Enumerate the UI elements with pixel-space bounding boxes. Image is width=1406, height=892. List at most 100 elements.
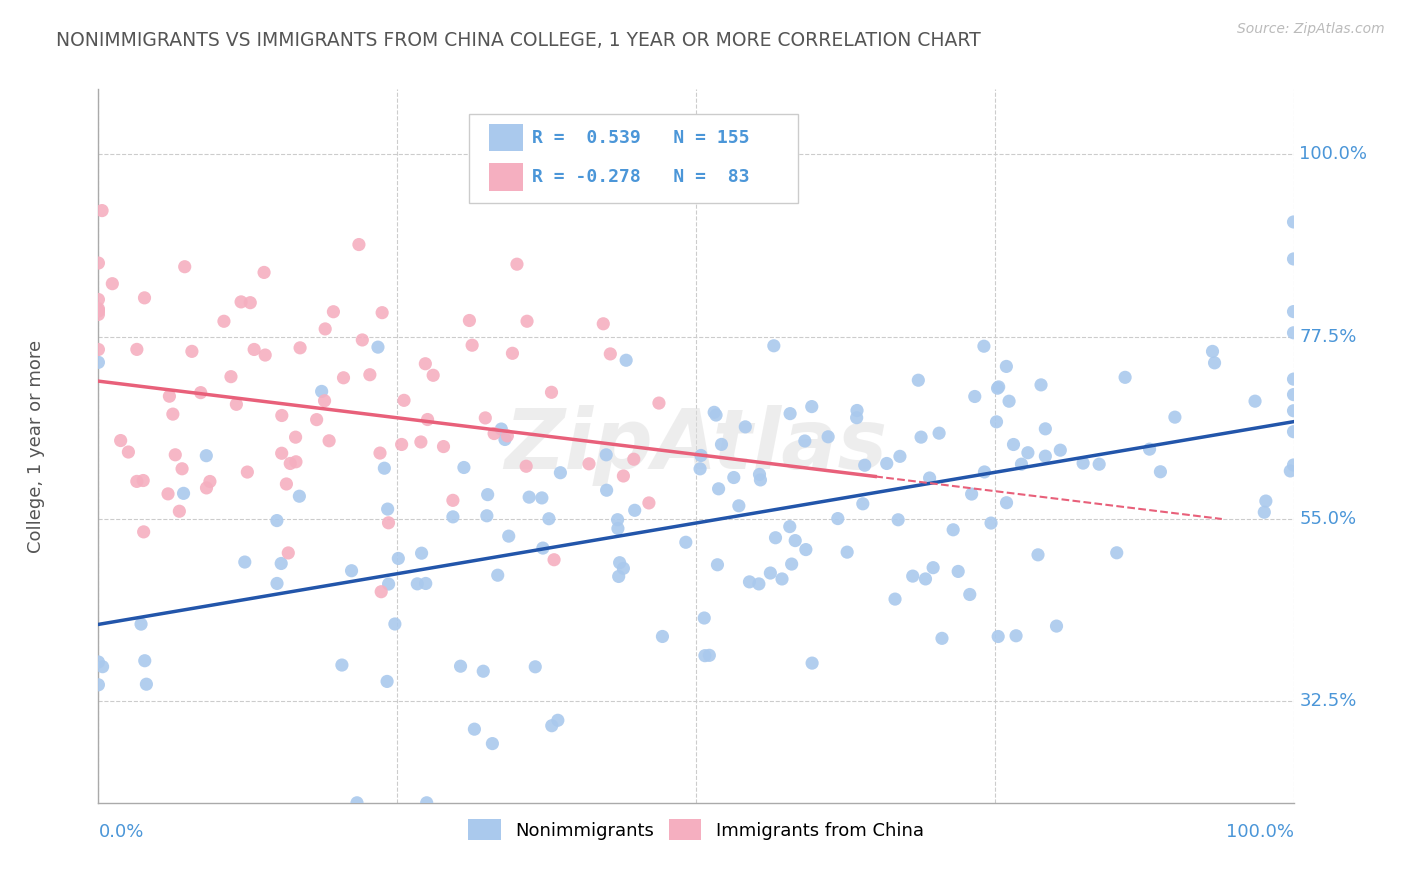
Point [723, 470, 745, 484]
Point [524, 660, 547, 674]
Point [87, 655, 110, 669]
Point [748, 467, 770, 482]
Point [288, 489, 311, 503]
Point [980, 516, 1002, 530]
Point [288, 341, 311, 355]
Point [87, 293, 110, 307]
Point [498, 529, 520, 543]
Point [846, 403, 869, 417]
FancyBboxPatch shape [489, 124, 523, 152]
Point [125, 343, 148, 357]
Text: 77.5%: 77.5% [1299, 327, 1357, 345]
Point [693, 648, 716, 663]
Point [1002, 437, 1025, 451]
Point [318, 434, 340, 448]
Point [392, 393, 415, 408]
Point [530, 491, 553, 505]
Point [441, 493, 464, 508]
Point [236, 465, 259, 479]
Point [638, 496, 661, 510]
Point [441, 509, 464, 524]
Point [540, 719, 562, 733]
Point [987, 630, 1010, 644]
Point [195, 449, 218, 463]
Point [180, 344, 202, 359]
Point [266, 576, 288, 591]
Point [367, 340, 389, 354]
Point [494, 433, 516, 447]
Point [599, 347, 621, 361]
Point [491, 422, 513, 436]
Point [314, 393, 336, 408]
Point [314, 322, 336, 336]
Point [387, 551, 409, 566]
Point [612, 561, 634, 575]
Text: ZipAtlas: ZipAtlas [505, 406, 887, 486]
Point [450, 659, 472, 673]
Point [918, 471, 941, 485]
Text: NONIMMIGRANTS VS IMMIGRANTS FROM CHINA COLLEGE, 1 YEAR OR MORE CORRELATION CHART: NONIMMIGRANTS VS IMMIGRANTS FROM CHINA C… [56, 31, 981, 50]
Point [734, 420, 756, 434]
Point [689, 462, 711, 476]
Point [474, 411, 496, 425]
Point [1011, 457, 1033, 471]
Point [373, 461, 395, 475]
Point [1045, 619, 1067, 633]
Point [370, 584, 392, 599]
Point [278, 457, 301, 471]
Point [284, 455, 307, 469]
Point [243, 343, 266, 357]
Point [432, 440, 454, 454]
Point [910, 430, 932, 444]
Point [648, 396, 671, 410]
Point [1282, 425, 1305, 439]
Point [973, 465, 995, 479]
Point [765, 531, 787, 545]
Point [1164, 410, 1187, 425]
Point [284, 430, 307, 444]
Point [157, 389, 180, 403]
Point [169, 504, 191, 518]
Text: 55.0%: 55.0% [1299, 510, 1357, 528]
Point [762, 339, 785, 353]
Point [1114, 370, 1136, 384]
Point [1139, 442, 1161, 457]
Point [132, 524, 155, 539]
Point [322, 304, 344, 318]
Point [415, 357, 437, 371]
Point [785, 533, 807, 548]
Point [409, 435, 432, 450]
Point [170, 462, 193, 476]
Point [837, 545, 859, 559]
Point [1049, 443, 1071, 458]
Point [623, 503, 645, 517]
Point [134, 654, 156, 668]
Point [531, 541, 554, 555]
Point [963, 390, 986, 404]
Point [375, 674, 398, 689]
Point [973, 339, 995, 353]
Point [458, 313, 481, 327]
Point [1282, 252, 1305, 266]
Point [612, 469, 634, 483]
Point [699, 648, 721, 663]
Text: College, 1 year or more: College, 1 year or more [27, 340, 45, 552]
Point [942, 523, 965, 537]
Text: 100.0%: 100.0% [1226, 823, 1294, 841]
Point [704, 408, 727, 422]
Point [190, 385, 212, 400]
Point [270, 557, 292, 571]
Point [346, 796, 368, 810]
Point [1201, 344, 1223, 359]
Text: R = -0.278   N =  83: R = -0.278 N = 83 [533, 168, 749, 186]
Point [794, 542, 817, 557]
Point [543, 553, 565, 567]
Point [779, 407, 801, 421]
Point [800, 400, 823, 414]
Point [1282, 304, 1305, 318]
Point [609, 556, 631, 570]
Point [453, 460, 475, 475]
Point [749, 473, 772, 487]
Point [547, 713, 569, 727]
Point [496, 429, 519, 443]
